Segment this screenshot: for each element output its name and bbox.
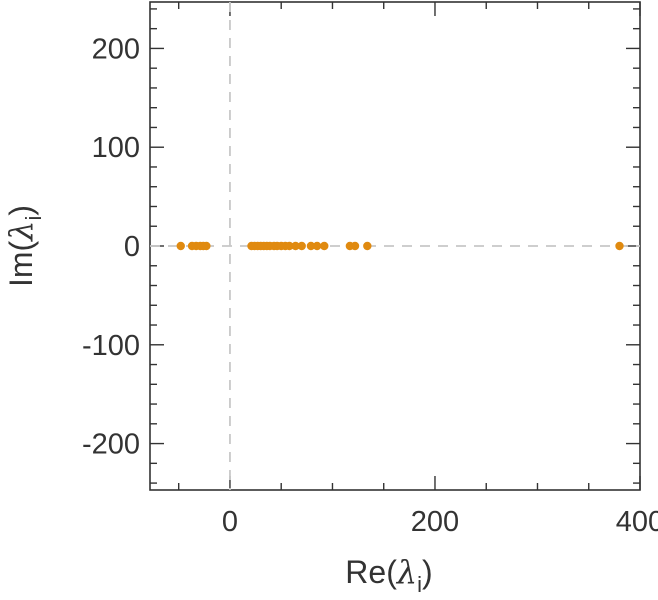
data-point xyxy=(320,241,329,251)
y-tick-label: -100 xyxy=(82,330,140,362)
data-points xyxy=(176,241,624,251)
data-point xyxy=(285,241,294,251)
data-point xyxy=(615,241,624,251)
y-tick-label: -200 xyxy=(82,429,140,461)
y-axis-label: Im(λi) xyxy=(2,205,46,287)
data-point xyxy=(202,241,211,251)
tick-labels: 0 200 400 -200 -100 0 100 200 xyxy=(82,33,658,538)
y-tick-label: 200 xyxy=(92,33,140,65)
x-tick-label: 0 xyxy=(222,506,238,538)
x-tick-label: 400 xyxy=(616,506,658,538)
y-tick-label: 0 xyxy=(124,231,140,263)
reference-lines xyxy=(150,2,640,490)
data-point xyxy=(350,241,360,251)
x-axis-label: Re(λi) xyxy=(345,553,432,597)
data-point xyxy=(297,241,306,251)
data-point xyxy=(363,241,372,251)
y-tick-label: 100 xyxy=(92,132,140,164)
data-point xyxy=(291,241,300,251)
data-point xyxy=(176,241,185,251)
data-point xyxy=(312,241,322,251)
data-point xyxy=(306,241,316,251)
x-tick-label: 200 xyxy=(411,506,459,538)
